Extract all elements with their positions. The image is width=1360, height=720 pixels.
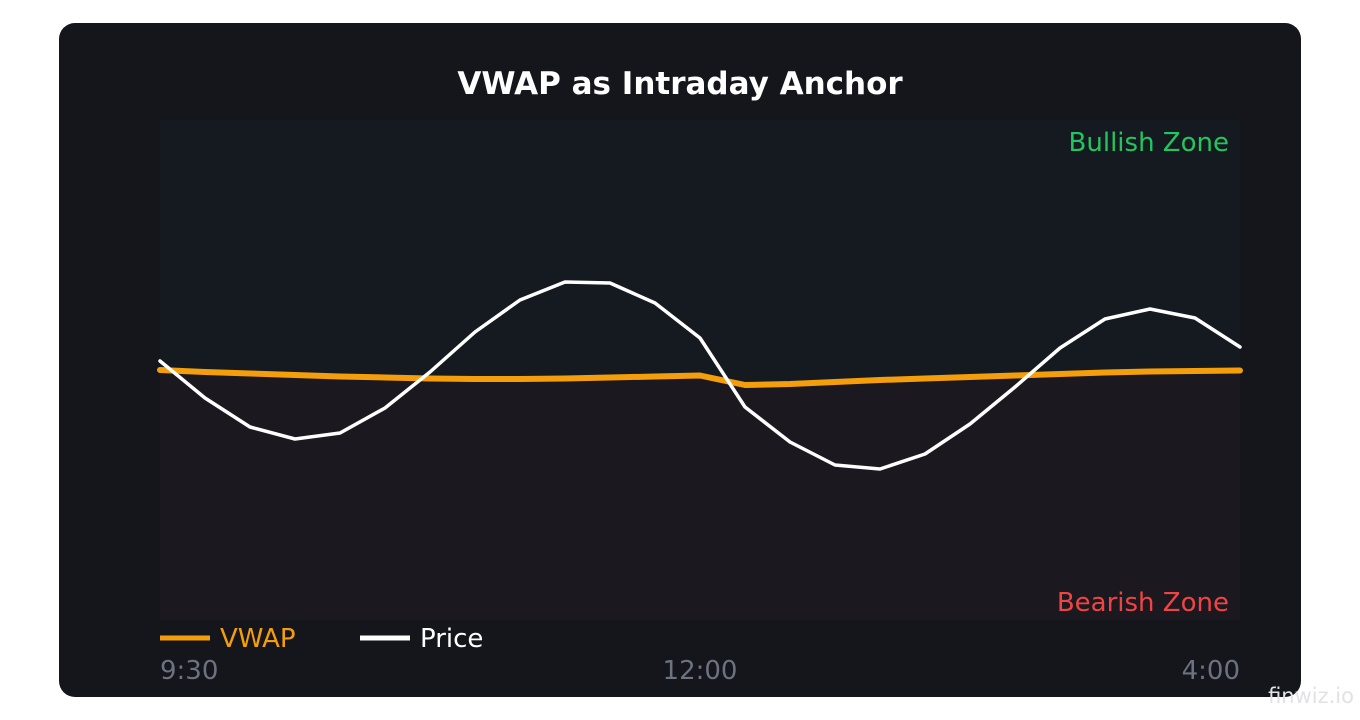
chart-card: VWAP as Intraday Anchor Bullish Zone Bear… xyxy=(59,23,1301,697)
series-line-price xyxy=(158,280,1242,471)
chart-title: VWAP as Intraday Anchor xyxy=(457,66,903,102)
bullish-zone-label: Bullish Zone xyxy=(1069,128,1229,158)
x-tick-label: 9:30 xyxy=(160,656,218,686)
legend-label-price: Price xyxy=(420,624,483,654)
x-tick-label: 12:00 xyxy=(663,656,738,686)
series-line-vwap xyxy=(157,367,1243,388)
bullish-zone-area xyxy=(160,120,1240,385)
x-tick-label: 4:00 xyxy=(1182,656,1240,686)
chart-plot: Bullish Zone Bearish Zone VWAP Price 9:30 12:… xyxy=(157,120,1243,686)
legend-label-vwap: VWAP xyxy=(220,624,296,654)
bearish-zone-area xyxy=(160,370,1240,620)
watermark: finwiz.io xyxy=(1268,684,1354,708)
bearish-zone-label: Bearish Zone xyxy=(1057,588,1229,618)
